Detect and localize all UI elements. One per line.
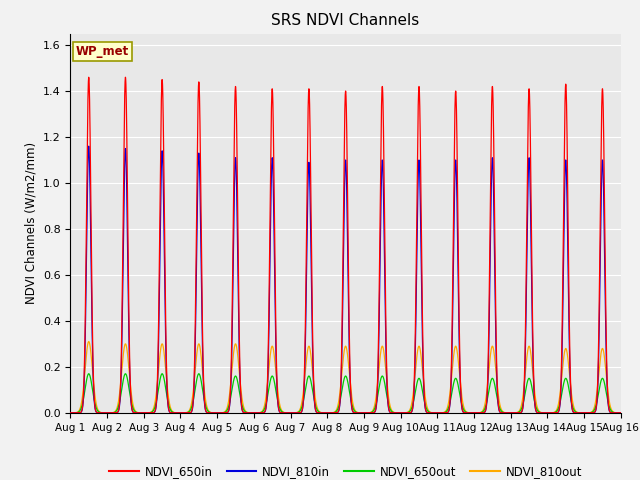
Legend: NDVI_650in, NDVI_810in, NDVI_650out, NDVI_810out: NDVI_650in, NDVI_810in, NDVI_650out, NDV…	[104, 460, 587, 480]
Text: WP_met: WP_met	[76, 45, 129, 58]
Y-axis label: NDVI Channels (W/m2/mm): NDVI Channels (W/m2/mm)	[24, 142, 37, 304]
Title: SRS NDVI Channels: SRS NDVI Channels	[271, 13, 420, 28]
